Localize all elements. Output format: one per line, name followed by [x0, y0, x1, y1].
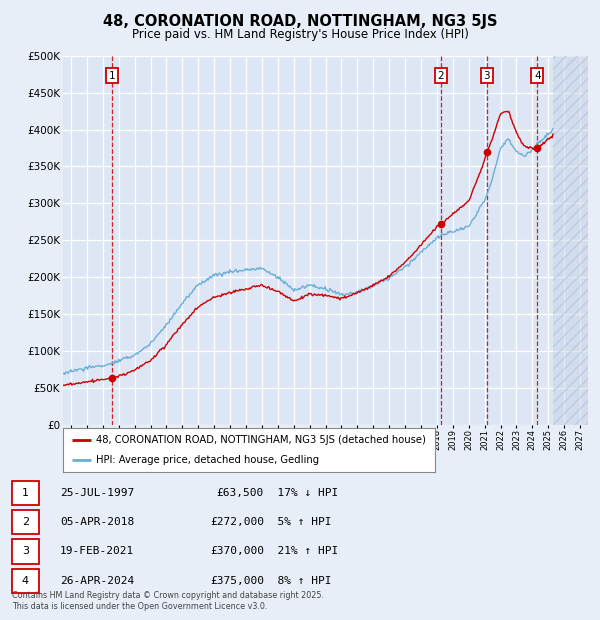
Text: 17% ↓ HPI: 17% ↓ HPI [264, 488, 338, 498]
Text: 21% ↑ HPI: 21% ↑ HPI [264, 546, 338, 557]
Text: 25-JUL-1997: 25-JUL-1997 [60, 488, 134, 498]
Text: 26-APR-2024: 26-APR-2024 [60, 575, 134, 586]
Text: £63,500: £63,500 [217, 488, 264, 498]
Text: 2: 2 [22, 517, 29, 528]
Bar [553, 56, 588, 425]
Text: 05-APR-2018: 05-APR-2018 [60, 517, 134, 528]
Text: 4: 4 [534, 71, 541, 81]
Text: Price paid vs. HM Land Registry's House Price Index (HPI): Price paid vs. HM Land Registry's House … [131, 28, 469, 40]
Text: £272,000: £272,000 [210, 517, 264, 528]
Text: 2: 2 [437, 71, 445, 81]
Text: 1: 1 [109, 71, 115, 81]
Text: 1: 1 [22, 488, 29, 498]
Text: 8% ↑ HPI: 8% ↑ HPI [264, 575, 331, 586]
Text: 5% ↑ HPI: 5% ↑ HPI [264, 517, 331, 528]
Text: This data is licensed under the Open Government Licence v3.0.: This data is licensed under the Open Gov… [12, 603, 268, 611]
Text: 3: 3 [22, 546, 29, 557]
Text: 4: 4 [22, 575, 29, 586]
Text: HPI: Average price, detached house, Gedling: HPI: Average price, detached house, Gedl… [97, 455, 320, 466]
Text: £370,000: £370,000 [210, 546, 264, 557]
Text: 19-FEB-2021: 19-FEB-2021 [60, 546, 134, 557]
Text: 3: 3 [484, 71, 490, 81]
Text: 48, CORONATION ROAD, NOTTINGHAM, NG3 5JS: 48, CORONATION ROAD, NOTTINGHAM, NG3 5JS [103, 14, 497, 29]
Text: 48, CORONATION ROAD, NOTTINGHAM, NG3 5JS (detached house): 48, CORONATION ROAD, NOTTINGHAM, NG3 5JS… [97, 435, 427, 445]
Text: £375,000: £375,000 [210, 575, 264, 586]
Text: Contains HM Land Registry data © Crown copyright and database right 2025.: Contains HM Land Registry data © Crown c… [12, 591, 324, 600]
